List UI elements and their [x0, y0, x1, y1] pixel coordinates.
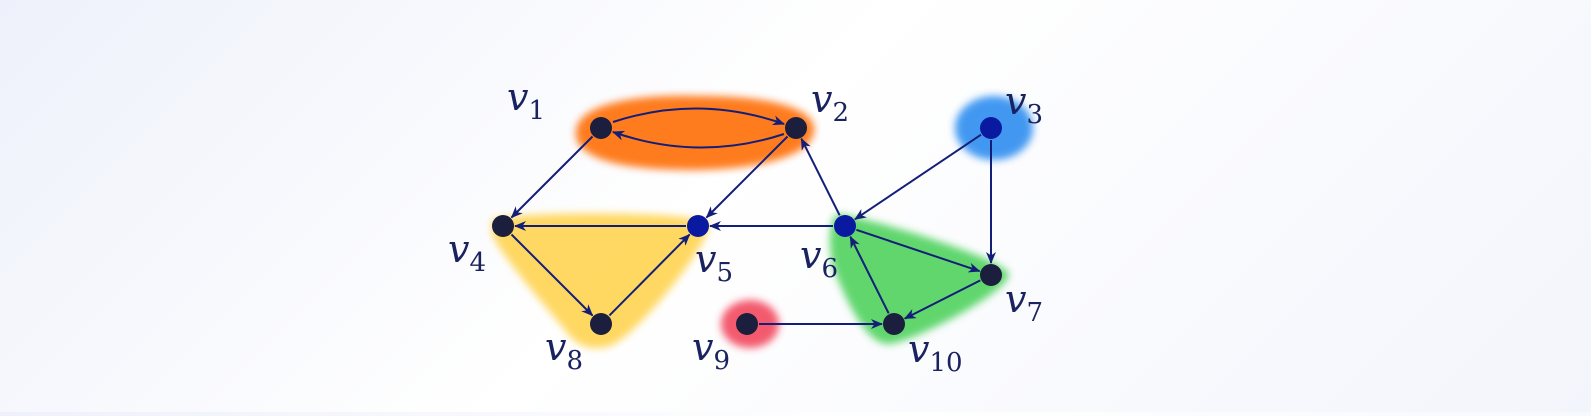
edge-v2-v1: [612, 130, 785, 149]
vertex-v3[interactable]: [980, 117, 1002, 139]
label-v2: v2: [811, 77, 849, 128]
label-v7: v7: [1005, 277, 1043, 328]
vertex-v2[interactable]: [785, 117, 807, 139]
highlight-yellow: [492, 213, 710, 349]
edge-v3-v6: [854, 133, 982, 221]
label-v6: v6: [800, 233, 838, 284]
vertex-v4[interactable]: [492, 215, 514, 237]
vertex-v8[interactable]: [590, 313, 612, 335]
label-v10: v10: [908, 327, 963, 378]
label-v4: v4: [448, 227, 486, 278]
label-v1: v1: [507, 75, 545, 126]
vertex-v10[interactable]: [883, 313, 905, 335]
highlight-green: [829, 214, 1009, 344]
vertex-v6[interactable]: [834, 215, 856, 237]
label-v8: v8: [545, 325, 583, 376]
edge-v8-v5: [608, 233, 691, 317]
edge-v6-v2: [800, 137, 841, 216]
highlight-orange: [575, 95, 815, 170]
edge-v2-v5: [705, 135, 789, 219]
vertex-v9[interactable]: [736, 313, 758, 335]
label-v5: v5: [695, 237, 733, 288]
edge-v4-v8: [510, 233, 594, 317]
edge-v7-v10: [903, 279, 981, 320]
vertex-v7[interactable]: [980, 264, 1002, 286]
label-v9: v9: [692, 325, 730, 376]
label-v3: v3: [1005, 79, 1043, 130]
edge-v1-v2: [612, 107, 785, 126]
edge-v6-v7: [856, 228, 981, 273]
edge-v1-v4: [510, 135, 594, 219]
edge-v10-v6: [849, 235, 890, 314]
vertex-v5[interactable]: [687, 215, 709, 237]
vertex-v1[interactable]: [590, 117, 612, 139]
